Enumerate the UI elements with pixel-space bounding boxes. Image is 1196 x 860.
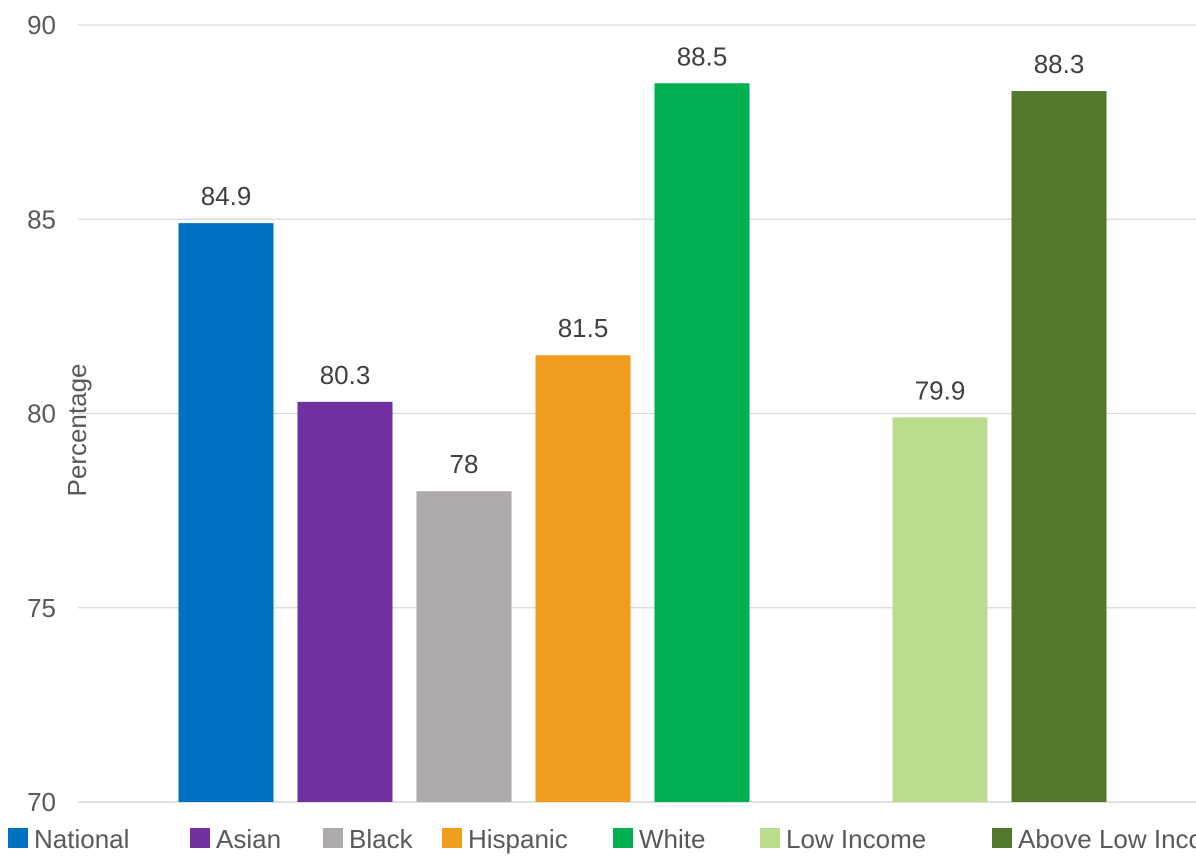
data-label: 88.3 bbox=[1034, 49, 1085, 79]
y-axis-ticks: 70 75 80 85 90 bbox=[27, 10, 56, 817]
legend-label: Asian bbox=[216, 824, 281, 854]
y-tick-label: 80 bbox=[27, 399, 56, 429]
data-label: 88.5 bbox=[677, 41, 728, 71]
bars bbox=[178, 83, 1107, 803]
bar-above-low-income bbox=[1011, 91, 1107, 803]
bar-asian bbox=[297, 401, 393, 802]
legend-swatch bbox=[613, 828, 633, 848]
data-labels: 84.9 80.3 78 81.5 88.5 79.9 88.3 bbox=[201, 41, 1085, 479]
legend-swatch bbox=[8, 828, 28, 848]
y-tick-label: 75 bbox=[27, 593, 56, 623]
legend-label: White bbox=[639, 824, 705, 854]
bar-low-income bbox=[892, 417, 988, 802]
y-axis-title: Percentage bbox=[62, 364, 92, 497]
legend: National Asian Black Hispanic White Low Incom… bbox=[8, 824, 1196, 854]
data-label: 81.5 bbox=[558, 313, 609, 343]
y-tick-label: 85 bbox=[27, 204, 56, 234]
legend-label: Low Income bbox=[786, 824, 926, 854]
bar-national bbox=[178, 223, 274, 802]
data-label: 79.9 bbox=[915, 375, 966, 405]
bar-black bbox=[416, 491, 512, 802]
legend-swatch bbox=[760, 828, 780, 848]
legend-label: Hispanic bbox=[468, 824, 568, 854]
legend-label: National bbox=[34, 824, 129, 854]
bar-hispanic bbox=[535, 355, 631, 802]
data-label: 80.3 bbox=[320, 360, 371, 390]
bar-white bbox=[654, 83, 750, 802]
legend-label: Black bbox=[349, 824, 414, 854]
y-tick-label: 90 bbox=[27, 10, 56, 40]
legend-label: Above Low Income bbox=[1018, 824, 1196, 854]
data-label: 78 bbox=[450, 449, 479, 479]
y-tick-label: 70 bbox=[27, 787, 56, 817]
data-label: 84.9 bbox=[201, 181, 252, 211]
legend-swatch bbox=[442, 828, 462, 848]
legend-swatch bbox=[992, 828, 1012, 848]
legend-swatch bbox=[323, 828, 343, 848]
legend-swatch bbox=[190, 828, 210, 848]
